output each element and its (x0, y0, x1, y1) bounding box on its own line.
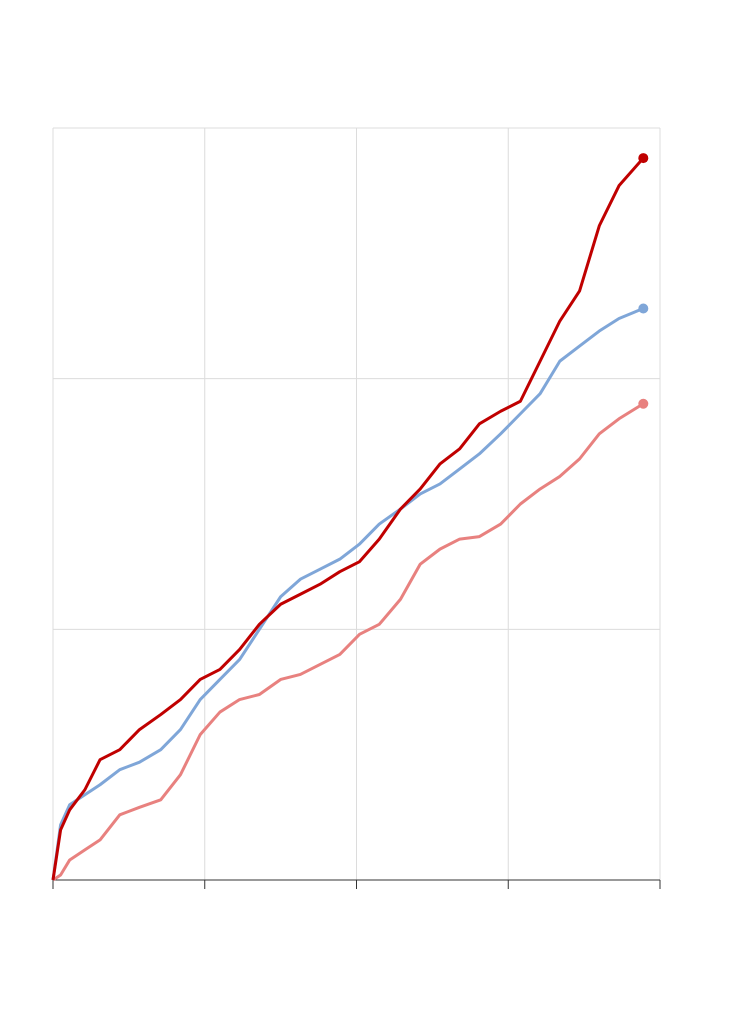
series-line (51, 307, 644, 881)
end-dot (638, 153, 649, 164)
end-dot (638, 303, 649, 314)
end-dot (638, 398, 649, 409)
series-line (52, 402, 645, 882)
series-line (51, 157, 645, 881)
